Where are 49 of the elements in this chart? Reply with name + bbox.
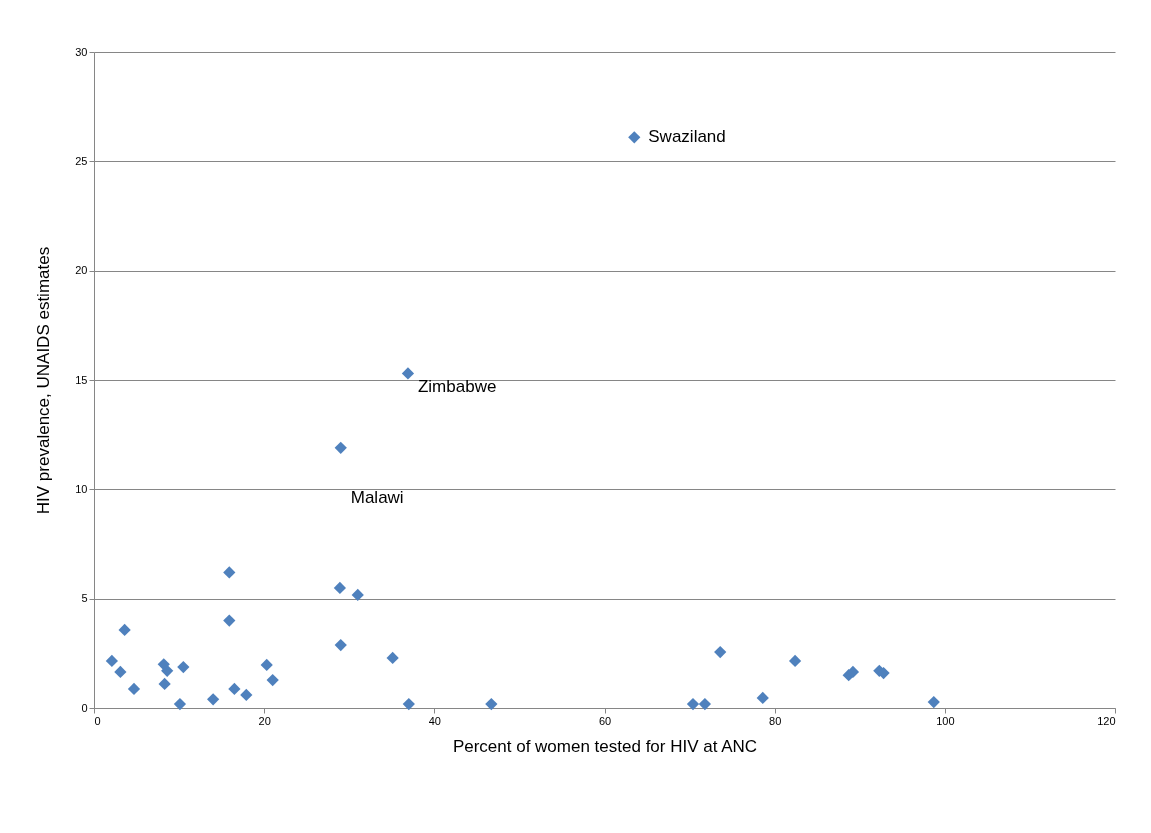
point <box>260 658 273 672</box>
point <box>386 651 399 665</box>
point <box>114 665 127 679</box>
x-axis-title: Percent of women tested for HIV at ANC <box>452 736 758 756</box>
y-tick-label: 5 <box>81 592 88 605</box>
point <box>628 131 641 144</box>
point <box>788 654 802 668</box>
x-tick-label: 20 <box>258 714 271 727</box>
x-tick-label: 100 <box>936 714 955 727</box>
x-tick-label: 40 <box>428 714 441 727</box>
point <box>223 566 236 579</box>
point <box>228 682 241 696</box>
point <box>698 697 712 711</box>
annotation: Zimbabwe <box>417 377 497 397</box>
point <box>127 682 141 696</box>
point <box>333 581 347 595</box>
point <box>206 693 220 706</box>
point <box>240 688 253 701</box>
y-axis-title: HIV prevalence, UNAIDS estimates <box>34 246 54 515</box>
x-tick-label: 120 <box>1097 714 1116 727</box>
point <box>402 697 415 711</box>
point <box>177 660 190 674</box>
point <box>485 697 498 711</box>
point <box>334 638 347 652</box>
point <box>223 614 236 627</box>
point <box>334 441 347 454</box>
point <box>686 697 700 711</box>
point <box>266 673 279 687</box>
point <box>118 623 131 637</box>
point <box>756 691 769 705</box>
y-tick-label: 30 <box>75 45 88 58</box>
point <box>158 677 171 691</box>
point <box>173 697 187 711</box>
x-tick-label: 0 <box>94 714 101 727</box>
annotation: Malawi <box>350 487 404 507</box>
point <box>351 588 364 602</box>
point <box>927 695 940 709</box>
y-tick-label: 10 <box>75 482 88 495</box>
y-tick-label: 20 <box>75 264 88 277</box>
point <box>105 654 118 668</box>
y-tick-label: 15 <box>75 373 88 386</box>
point <box>161 664 174 677</box>
point <box>401 367 415 380</box>
y-tick-label: 0 <box>81 701 88 714</box>
y-tick-label: 25 <box>75 154 88 167</box>
x-tick-label: 60 <box>598 714 612 727</box>
point <box>714 645 727 659</box>
x-tick-label: 80 <box>769 714 782 727</box>
annotation: Swaziland <box>648 127 726 147</box>
